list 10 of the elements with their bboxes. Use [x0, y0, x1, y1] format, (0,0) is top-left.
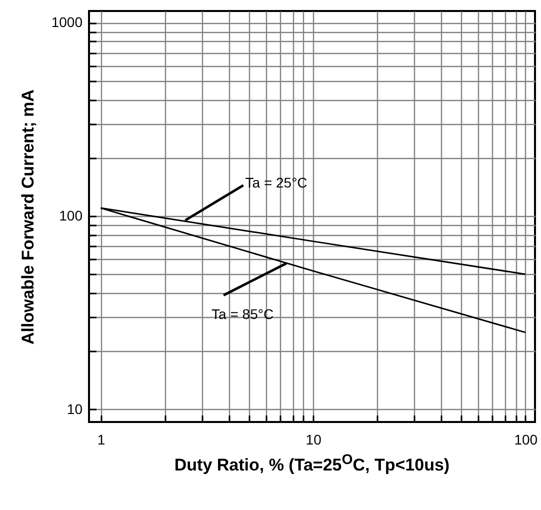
annotation: Ta = 25°C	[245, 174, 308, 190]
annotation: Ta = 85°C	[212, 306, 274, 322]
x-tick-label: 1	[97, 432, 106, 448]
x-tick-label: 10	[306, 432, 322, 448]
x-tick-label: 100	[514, 432, 538, 448]
y-axis-title: Allowable Forward Current; mA	[18, 89, 38, 345]
y-tick-label: 1000	[51, 14, 83, 30]
y-tick-label: 10	[66, 400, 83, 417]
y-tick-label: 100	[59, 208, 83, 224]
x-axis-title: Duty Ratio, % (Ta=25$^{O}$C, Tp<10us)	[173, 452, 451, 476]
